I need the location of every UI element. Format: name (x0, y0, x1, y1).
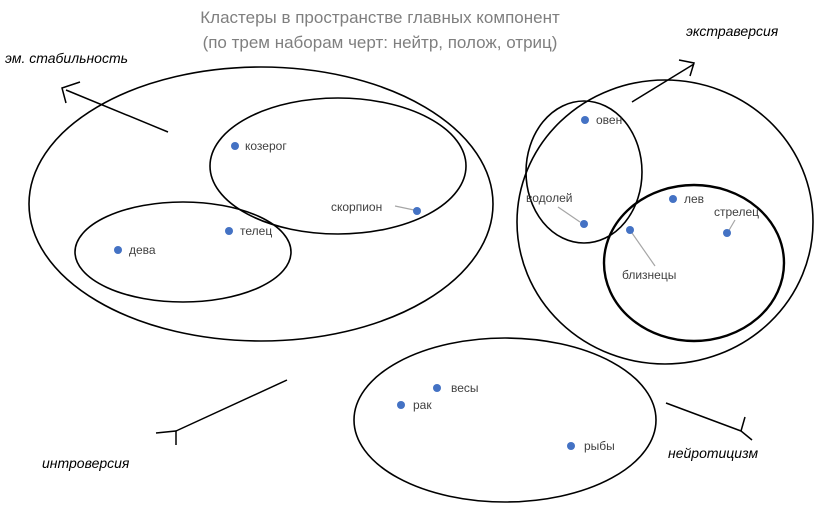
point-telec (225, 227, 233, 235)
label-rak: рак (413, 398, 432, 412)
label-kozerog: козерог (245, 139, 287, 153)
axis-arrow-emotional-stability (61, 81, 169, 133)
label-oven: овен (596, 113, 622, 127)
cluster-ellipse-bottom (353, 337, 657, 503)
point-oven (581, 116, 589, 124)
label-bliznecy: близнецы (622, 268, 676, 282)
cluster-ellipse-left-outer (28, 66, 494, 342)
point-rak (397, 401, 405, 409)
label-skorpion: скорпион (331, 200, 382, 214)
label-vesy: весы (451, 381, 479, 395)
point-lev (669, 195, 677, 203)
axis-arrow-neuroticism (665, 402, 753, 441)
leader-line-bliznecy (631, 232, 656, 267)
cluster-ellipse-left-top (209, 97, 467, 235)
cluster-ellipse-right-top (525, 100, 643, 244)
point-vesy (433, 384, 441, 392)
point-ryby (567, 442, 575, 450)
label-lev: лев (684, 192, 704, 206)
axis-arrow-introversion (155, 379, 288, 445)
label-ryby: рыбы (584, 439, 615, 453)
axis-label-emotional-stability: эм. стабильность (5, 50, 128, 66)
title-line-1: Кластеры в пространстве главных компонен… (200, 8, 560, 27)
axis-label-neuroticism: нейротицизм (668, 445, 758, 461)
point-strelec (723, 229, 731, 237)
label-vodoley: водолей (526, 191, 572, 205)
axis-label-introversion: интроверсия (42, 455, 130, 471)
title-line-2: (по трем наборам черт: нейтр, полож, отр… (203, 33, 558, 52)
axis-label-extraversion: экстраверсия (686, 23, 779, 39)
point-vodoley (580, 220, 588, 228)
label-deva: дева (129, 243, 156, 257)
point-bliznecy (626, 226, 634, 234)
cluster-ellipse-right-bottom (602, 183, 786, 343)
point-skorpion (413, 207, 421, 215)
leader-line-vodoley (557, 206, 581, 223)
point-kozerog (231, 142, 239, 150)
label-strelec: стрелец (714, 205, 759, 219)
axis-arrow-extraversion (631, 59, 695, 103)
cluster-ellipse-left-bottom (74, 201, 292, 303)
label-telec: телец (240, 224, 272, 238)
point-deva (114, 246, 122, 254)
cluster-ellipse-right-outer (516, 79, 814, 365)
leader-line-skorpion (394, 205, 415, 211)
